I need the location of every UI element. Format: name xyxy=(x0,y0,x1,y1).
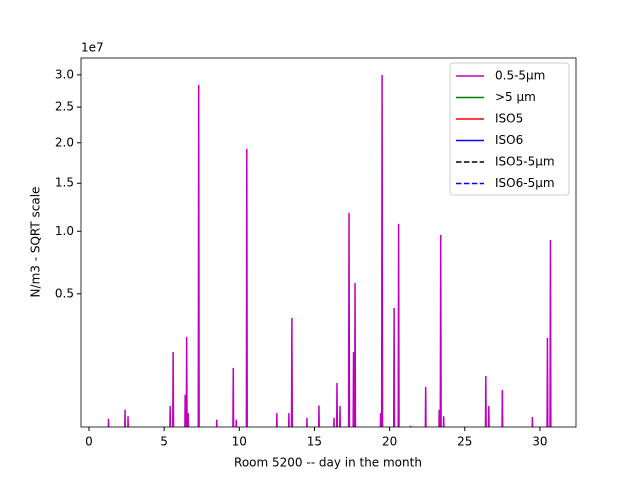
y-tick-label: 0.5 xyxy=(55,286,74,300)
legend-label: ISO6 xyxy=(495,133,523,147)
y-tick-label: 1.5 xyxy=(55,176,74,190)
legend-label: ISO5 xyxy=(495,112,523,126)
legend-label: ISO6-5µm xyxy=(495,176,555,190)
y-tick-label: 2.0 xyxy=(55,135,74,149)
x-tick-label: 5 xyxy=(160,435,168,449)
x-tick-label: 30 xyxy=(532,435,547,449)
y-tick-label: 3.0 xyxy=(55,67,74,81)
y-axis-label: N/m3 - SQRT scale xyxy=(29,187,43,298)
legend-label: ISO5-5µm xyxy=(495,155,555,169)
x-tick-label: 10 xyxy=(232,435,247,449)
y-tick-label: 2.5 xyxy=(55,100,74,114)
y-offset-label: 1e7 xyxy=(81,41,104,55)
x-tick-label: 20 xyxy=(382,435,397,449)
plot-area xyxy=(107,74,552,427)
legend-label: 0.5-5µm xyxy=(495,69,545,83)
data-line xyxy=(107,74,552,427)
x-tick-label: 15 xyxy=(307,435,322,449)
y-tick-label: 1.0 xyxy=(55,224,74,238)
x-tick-label: 25 xyxy=(457,435,472,449)
x-axis-label: Room 5200 -- day in the month xyxy=(234,456,422,470)
legend-label: >5 µm xyxy=(495,90,536,104)
axes-frame xyxy=(80,57,577,428)
x-tick-label: 0 xyxy=(85,435,93,449)
